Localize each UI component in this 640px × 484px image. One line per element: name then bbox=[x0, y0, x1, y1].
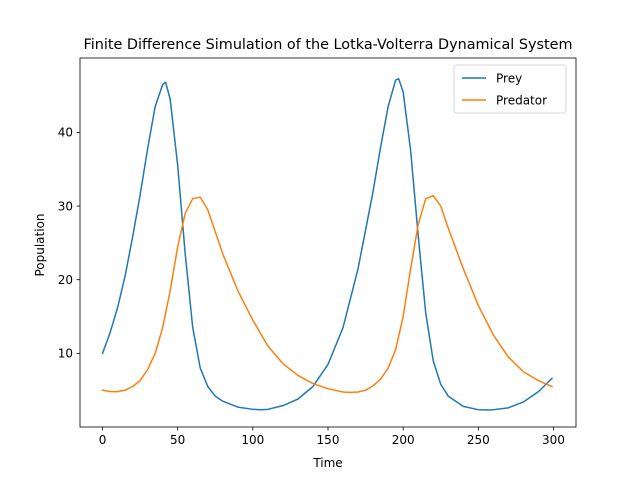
y-tick-label: 20 bbox=[58, 273, 73, 287]
series-line-prey bbox=[101, 77, 554, 411]
x-tick-label: 300 bbox=[542, 433, 565, 447]
x-tick-label: 200 bbox=[392, 433, 415, 447]
legend-label-predator: Predator bbox=[496, 93, 547, 107]
x-tick-label: 50 bbox=[170, 433, 185, 447]
series-line-predator bbox=[101, 194, 553, 394]
legend-label-prey: Prey bbox=[496, 71, 522, 85]
y-tick-label: 40 bbox=[58, 126, 73, 140]
chart-title: Finite Difference Simulation of the Lotk… bbox=[83, 37, 572, 53]
x-tick-label: 150 bbox=[317, 433, 340, 447]
x-tick-label: 250 bbox=[467, 433, 490, 447]
y-axis-label: Population bbox=[33, 213, 47, 276]
x-tick-label: 100 bbox=[241, 433, 264, 447]
legend-box bbox=[453, 64, 567, 114]
y-tick-label: 10 bbox=[58, 347, 73, 361]
x-tick-label: 0 bbox=[99, 433, 107, 447]
plot-area: 0 50 100 150 200 250 300 10 20 30 40 Prey Predator bbox=[58, 57, 577, 447]
y-tick-label: 30 bbox=[58, 199, 73, 213]
x-axis-label: Time bbox=[312, 456, 342, 470]
